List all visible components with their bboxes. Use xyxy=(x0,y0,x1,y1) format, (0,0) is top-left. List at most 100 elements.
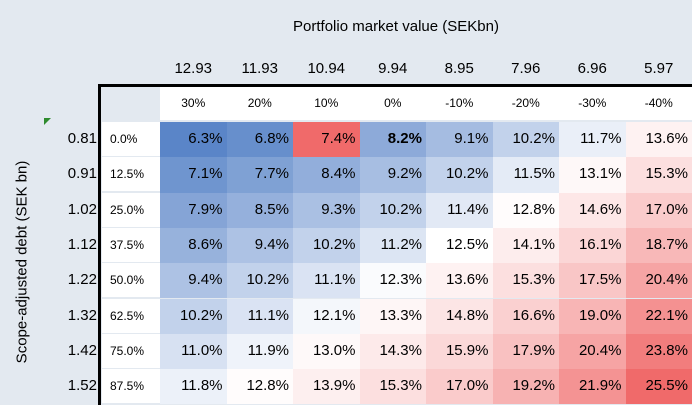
cell: 10.2% xyxy=(293,227,360,264)
ltv: 25.0% xyxy=(102,192,160,227)
cell: 19.2% xyxy=(492,369,559,405)
cell: 14.6% xyxy=(559,192,626,228)
cell: 14.8% xyxy=(426,298,493,334)
cell: 11.8% xyxy=(160,369,227,405)
cell: 8.5% xyxy=(226,192,293,228)
ltv: 75.0% xyxy=(102,333,160,368)
change: 30% xyxy=(181,96,206,110)
cell: 11.0% xyxy=(160,333,227,370)
border-left xyxy=(98,84,101,405)
market-value: 11.93 xyxy=(241,60,278,77)
cell: 25.5% xyxy=(625,369,692,405)
cell: 14.3% xyxy=(359,333,426,370)
cell: 17.9% xyxy=(492,333,559,370)
ltv: 37.5% xyxy=(102,227,160,262)
change: -20% xyxy=(511,96,540,110)
cell: 8.4% xyxy=(293,157,360,193)
market-value: 5.97 xyxy=(644,60,674,77)
cell: 20.4% xyxy=(625,263,692,299)
cell: 12.8% xyxy=(226,369,293,405)
cell: 7.7% xyxy=(226,157,293,193)
market-value: 8.95 xyxy=(444,60,474,77)
cell: 17.5% xyxy=(559,263,626,299)
debt: 1.02 xyxy=(67,200,97,218)
debt: 0.81 xyxy=(67,130,97,147)
cell: 12.1% xyxy=(293,298,360,334)
cell: 9.1% xyxy=(426,122,493,158)
change: -10% xyxy=(445,96,474,110)
cell: 8.6% xyxy=(160,227,227,264)
cell: 13.9% xyxy=(293,369,360,405)
ltv: 12.5% xyxy=(102,157,160,192)
cell: 9.2% xyxy=(359,157,426,193)
cell: 13.0% xyxy=(293,333,360,370)
cell: 7.9% xyxy=(160,192,227,228)
cell: 10.2% xyxy=(160,298,227,334)
cell: 16.6% xyxy=(492,298,559,334)
debt: 1.32 xyxy=(67,306,97,324)
cell: 12.8% xyxy=(492,192,559,228)
market-value: 7.96 xyxy=(511,60,541,77)
cell: 9.3% xyxy=(293,192,360,228)
market-value: 10.94 xyxy=(307,60,346,77)
cell: 16.1% xyxy=(559,227,626,264)
cell: 23.8% xyxy=(625,333,692,370)
cell: 10.2% xyxy=(226,263,293,299)
change: 0% xyxy=(384,96,402,110)
note-marker xyxy=(44,118,51,125)
ltv: 0.0% xyxy=(102,122,160,156)
ltv: 62.5% xyxy=(102,298,160,333)
cell: 14.1% xyxy=(492,227,559,264)
cell: 12.5% xyxy=(426,227,493,264)
cell: 6.8% xyxy=(226,122,293,158)
cell: 11.2% xyxy=(359,227,426,264)
debt: 0.91 xyxy=(67,165,97,183)
cell: 11.4% xyxy=(426,192,493,228)
change: 10% xyxy=(314,96,339,110)
change: -30% xyxy=(578,96,607,110)
cell: 8.2% xyxy=(359,122,426,158)
debt: 1.52 xyxy=(67,377,97,395)
cell: 7.4% xyxy=(293,122,360,158)
ltv: 50.0% xyxy=(102,263,160,298)
cell: 11.5% xyxy=(492,157,559,193)
cell: 9.4% xyxy=(226,227,293,264)
market-value: 12.93 xyxy=(174,60,213,77)
change: 20% xyxy=(247,96,272,110)
cell: 13.1% xyxy=(559,157,626,193)
border-top xyxy=(98,84,692,87)
cell: 13.6% xyxy=(426,263,493,299)
cell: 11.9% xyxy=(226,333,293,370)
ltv: 87.5% xyxy=(102,369,160,404)
cell: 11.7% xyxy=(559,122,626,158)
cell: 6.3% xyxy=(160,122,227,158)
cell: 22.1% xyxy=(625,298,692,334)
cell: 17.0% xyxy=(625,192,692,228)
cell: 10.2% xyxy=(359,192,426,228)
cell: 15.3% xyxy=(492,263,559,299)
cell: 12.3% xyxy=(359,263,426,299)
market-value: 9.94 xyxy=(378,60,408,77)
debt: 1.12 xyxy=(67,235,97,253)
cell: 21.9% xyxy=(559,369,626,405)
cell: 20.4% xyxy=(559,333,626,370)
cell: 13.3% xyxy=(359,298,426,334)
debt: 1.22 xyxy=(67,271,97,289)
cell: 10.2% xyxy=(492,122,559,158)
change: -40% xyxy=(644,96,673,110)
cell: 11.1% xyxy=(293,263,360,299)
cell: 9.4% xyxy=(160,263,227,299)
cell: 7.1% xyxy=(160,157,227,193)
cell: 15.3% xyxy=(359,369,426,405)
row-title: Scope-adjusted debt (SEK bn) xyxy=(13,160,31,364)
cell: 10.2% xyxy=(426,157,493,193)
cell: 15.3% xyxy=(625,157,692,193)
market-value: 6.96 xyxy=(577,60,607,77)
cell: 15.9% xyxy=(426,333,493,370)
cell: 13.6% xyxy=(625,122,692,158)
debt: 1.42 xyxy=(67,341,97,359)
column-title: Portfolio market value (SEKbn) xyxy=(293,18,499,35)
cell: 11.1% xyxy=(226,298,293,334)
change-row-bg xyxy=(160,86,692,120)
